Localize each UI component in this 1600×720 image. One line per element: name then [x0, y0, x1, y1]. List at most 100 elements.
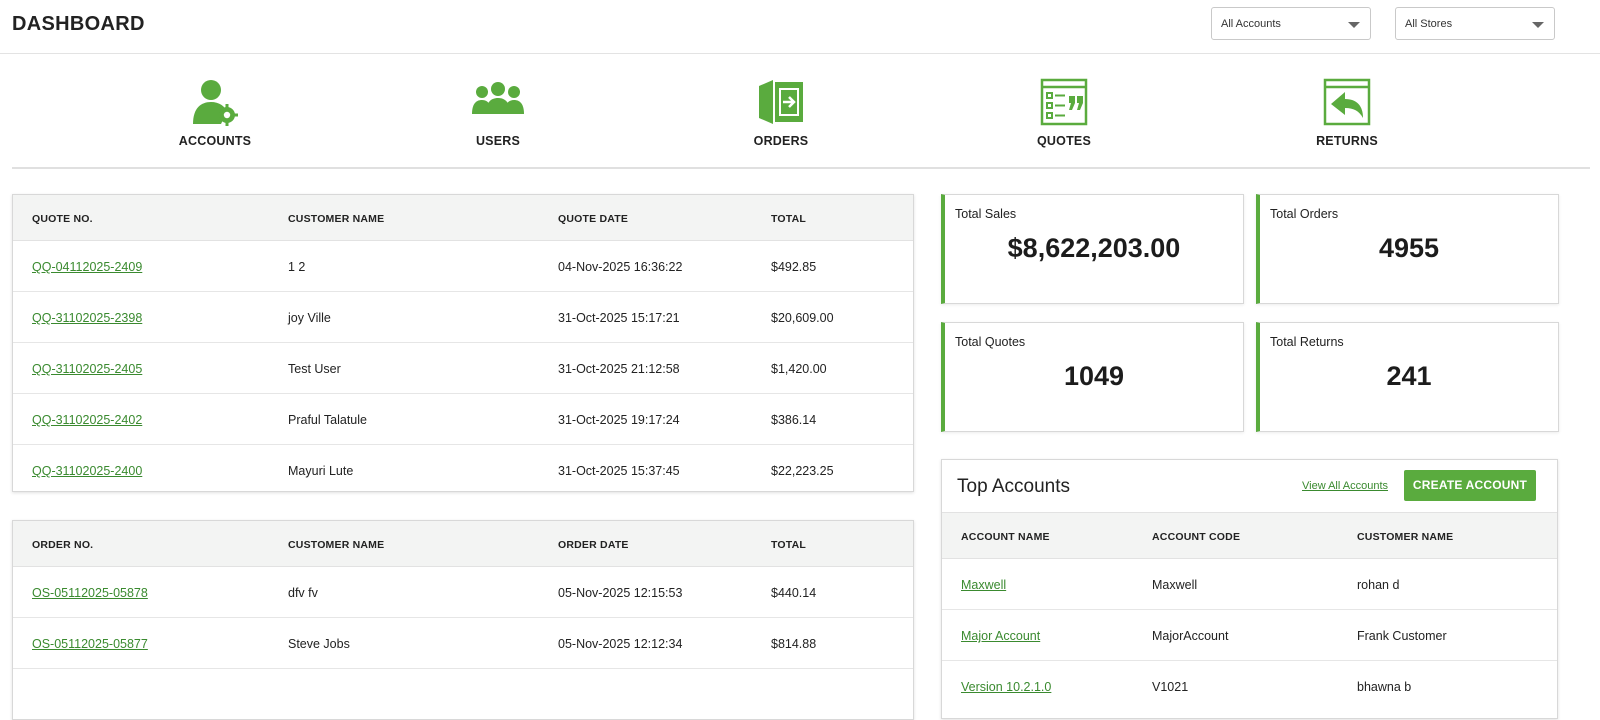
stat-label: Total Returns	[1270, 335, 1344, 349]
customer-name: joy Ville	[288, 311, 331, 325]
column-header: ACCOUNT NAME	[961, 531, 1050, 543]
stat-value: 241	[1386, 361, 1432, 391]
customer-name: Praful Talatule	[288, 413, 367, 427]
order-total: $440.14	[771, 586, 817, 600]
table-row: Major Account MajorAccount Frank Custome…	[942, 610, 1557, 661]
order-link[interactable]: OS-05112025-05877	[32, 637, 148, 651]
table-row: QQ-31102025-2398 joy Ville 31-Oct-2025 1…	[13, 292, 913, 343]
users-icon	[472, 82, 524, 114]
quote-link[interactable]: QQ-04112025-2409	[32, 260, 143, 274]
order-date: 05-Nov-2025 12:12:34	[558, 637, 683, 651]
recent-quotes-table: QUOTE NO. CUSTOMER NAME QUOTE DATE TOTAL…	[12, 194, 914, 492]
stat-card-total-quotes: Total Quotes 1049	[941, 322, 1244, 432]
quote-date: 04-Nov-2025 16:36:22	[558, 260, 683, 274]
quicknav-label: RETURNS	[1316, 134, 1378, 148]
returns-icon	[1323, 78, 1371, 126]
customer-name: rohan d	[1357, 578, 1400, 592]
stat-value: 4955	[1378, 233, 1440, 263]
quote-date: 31-Oct-2025 21:12:58	[558, 362, 680, 376]
customer-name: Steve Jobs	[288, 637, 350, 651]
top-accounts-header: Top Accounts View All Accounts CREATE AC…	[942, 460, 1557, 513]
column-header: TOTAL	[771, 539, 807, 551]
account-code: MajorAccount	[1152, 629, 1229, 643]
table-row: QQ-31102025-2405 Test User 31-Oct-2025 2…	[13, 343, 913, 394]
account-link[interactable]: Maxwell	[961, 578, 1007, 592]
customer-name: dfv fv	[288, 586, 318, 600]
quicknav-label: USERS	[475, 134, 521, 148]
column-header: CUSTOMER NAME	[288, 539, 385, 551]
top-accounts-title: Top Accounts	[957, 476, 1071, 497]
order-date: 05-Nov-2025 12:15:53	[558, 586, 683, 600]
quotes-icon	[1040, 78, 1088, 126]
column-header: QUOTE DATE	[558, 213, 629, 225]
customer-name: Mayuri Lute	[288, 464, 354, 478]
chevron-down-icon	[1348, 22, 1360, 28]
table-row: QQ-04112025-2409 1 2 04-Nov-2025 16:36:2…	[13, 241, 913, 292]
orders-box-icon	[759, 80, 803, 124]
table-header: ACCOUNT NAME ACCOUNT CODE CUSTOMER NAME	[942, 513, 1557, 559]
stat-value: $8,622,203.00	[1007, 233, 1181, 263]
quote-date: 31-Oct-2025 19:17:24	[558, 413, 680, 427]
accounts-select-value: All Accounts	[1221, 18, 1281, 30]
quote-total: $22,223.25	[771, 464, 834, 478]
stat-label: Total Sales	[955, 207, 1017, 221]
quicknav-label: QUOTES	[1037, 134, 1091, 148]
table-row: Maxwell Maxwell rohan d	[942, 559, 1557, 610]
view-all-accounts-link[interactable]: View All Accounts	[1302, 480, 1389, 492]
quote-total: $386.14	[771, 413, 817, 427]
stores-select-value: All Stores	[1405, 18, 1453, 30]
stat-label: Total Quotes	[955, 335, 1026, 349]
account-code: V1021	[1152, 680, 1189, 694]
column-header: ORDER NO.	[32, 539, 94, 551]
account-link[interactable]: Version 10.2.1.0	[961, 680, 1052, 694]
quicknav-label: ORDERS	[753, 134, 809, 148]
account-code: Maxwell	[1152, 578, 1198, 592]
chevron-down-icon	[1532, 22, 1544, 28]
quote-total: $20,609.00	[771, 311, 834, 325]
customer-name: Test User	[288, 362, 341, 376]
column-header: QUOTE NO.	[32, 213, 93, 225]
column-header: ORDER DATE	[558, 539, 629, 551]
table-header: ORDER NO. CUSTOMER NAME ORDER DATE TOTAL	[13, 521, 913, 567]
stat-value: 1049	[1063, 361, 1125, 391]
quote-date: 31-Oct-2025 15:17:21	[558, 311, 680, 325]
accounts-select[interactable]: All Accounts	[1211, 7, 1371, 40]
page-title: DASHBOARD	[12, 13, 145, 35]
quote-link[interactable]: QQ-31102025-2398	[32, 311, 143, 325]
order-total: $814.88	[771, 637, 817, 651]
stat-card-total-returns: Total Returns 241	[1256, 322, 1559, 432]
customer-name: Frank Customer	[1357, 629, 1447, 643]
column-header: TOTAL	[771, 213, 807, 225]
quote-link[interactable]: QQ-31102025-2402	[32, 413, 143, 427]
quicknav-orders[interactable]: ORDERS	[706, 78, 856, 148]
stat-card-total-orders: Total Orders 4955	[1256, 194, 1559, 304]
account-link[interactable]: Major Account	[961, 629, 1041, 643]
create-account-button[interactable]: CREATE ACCOUNT	[1404, 470, 1536, 501]
quote-link[interactable]: QQ-31102025-2400	[32, 464, 143, 478]
page-header: DASHBOARD All Accounts All Stores	[0, 0, 1600, 54]
quick-nav: ACCOUNTS USERS ORDERS	[12, 54, 1590, 169]
table-header: QUOTE NO. CUSTOMER NAME QUOTE DATE TOTAL	[13, 195, 913, 241]
quote-link[interactable]: QQ-31102025-2405	[32, 362, 143, 376]
customer-name: bhawna b	[1357, 680, 1412, 694]
stat-label: Total Orders	[1270, 207, 1339, 221]
quote-total: $492.85	[771, 260, 817, 274]
table-row: Version 10.2.1.0 V1021 bhawna b	[942, 661, 1557, 712]
top-accounts-panel: Top Accounts View All Accounts CREATE AC…	[941, 459, 1558, 719]
quicknav-quotes[interactable]: QUOTES	[989, 78, 1139, 148]
customer-name: 1 2	[288, 260, 306, 274]
column-header: CUSTOMER NAME	[288, 213, 385, 225]
table-row: QQ-31102025-2402 Praful Talatule 31-Oct-…	[13, 394, 913, 445]
table-row: QQ-31102025-2400 Mayuri Lute 31-Oct-2025…	[13, 445, 913, 496]
recent-orders-table: ORDER NO. CUSTOMER NAME ORDER DATE TOTAL…	[12, 520, 914, 720]
stores-select[interactable]: All Stores	[1395, 7, 1555, 40]
quicknav-users[interactable]: USERS	[423, 78, 573, 148]
order-link[interactable]: OS-05112025-05878	[32, 586, 148, 600]
table-row: OS-05112025-05878 dfv fv 05-Nov-2025 12:…	[13, 567, 913, 618]
quote-date: 31-Oct-2025 15:37:45	[558, 464, 680, 478]
account-settings-icon	[193, 80, 238, 126]
stat-card-total-sales: Total Sales $8,622,203.00	[941, 194, 1244, 304]
column-header: ACCOUNT CODE	[1152, 531, 1241, 543]
quicknav-returns[interactable]: RETURNS	[1272, 78, 1422, 148]
quicknav-accounts[interactable]: ACCOUNTS	[140, 78, 290, 148]
